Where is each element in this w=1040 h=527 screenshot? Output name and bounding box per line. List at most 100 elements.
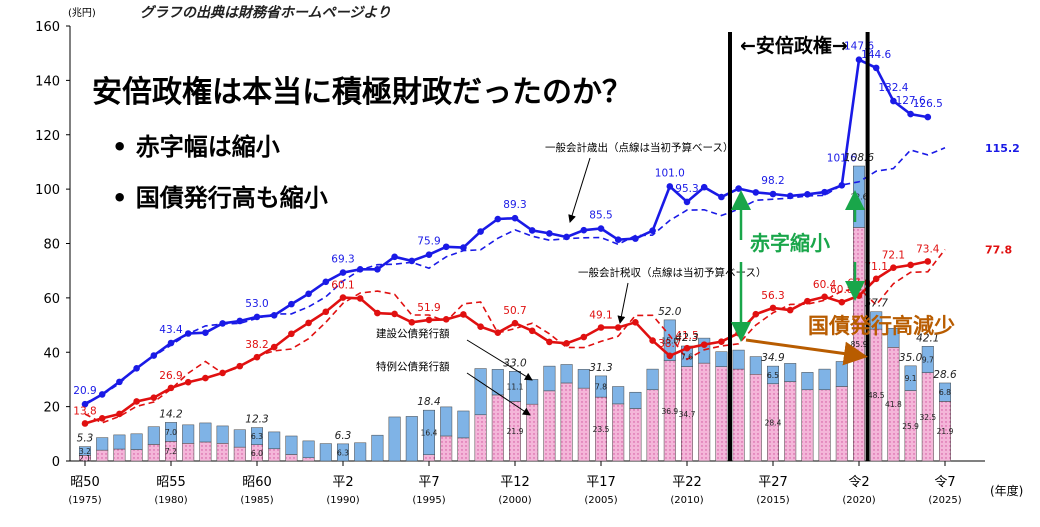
data-labels: 20.9 43.4 53.0 69.3 75.9 89.3 85.5 101.0 95.3 98.… xyxy=(73,41,1019,463)
construction-bond-bar xyxy=(835,361,848,387)
bond-total-label: 57.7 xyxy=(865,298,889,310)
special-bond-bar xyxy=(302,457,315,462)
bullet-bonds: • 国債発行高も縮小 xyxy=(112,184,328,212)
special-bond-bar xyxy=(749,374,762,462)
revenue-value-label: 73.4 xyxy=(916,243,940,255)
x-tick-sublabel: (1990) xyxy=(326,495,359,506)
construction-bond-bar xyxy=(251,427,263,445)
line-point xyxy=(890,264,897,271)
line-point xyxy=(752,189,760,196)
construction-bond-bar xyxy=(577,369,590,389)
expenditure-value-label: 98.2 xyxy=(761,175,784,187)
construction-note-arrow xyxy=(466,339,533,381)
line-point xyxy=(202,374,209,382)
construction-bond-value: 7.8 xyxy=(595,383,607,392)
line-point xyxy=(769,304,777,312)
line-point xyxy=(907,261,914,269)
construction-bond-bar xyxy=(904,365,917,391)
construction-bond-bar xyxy=(79,446,91,456)
line-point xyxy=(786,306,794,314)
special-bond-bar xyxy=(629,408,642,462)
special-bond-bar xyxy=(801,389,814,462)
y-tick-label: 120 xyxy=(35,129,60,144)
line-point xyxy=(804,297,811,305)
line-point xyxy=(460,244,467,251)
x-tick-sublabel: (1975) xyxy=(68,495,101,506)
line-point xyxy=(391,310,398,318)
line-point xyxy=(98,415,106,422)
special-bond-bar xyxy=(233,446,246,462)
construction-bond-bar xyxy=(216,425,229,444)
construction-bond-bar xyxy=(612,386,625,405)
x-unit-label: (年度) xyxy=(990,483,1023,498)
construction-bond-bar xyxy=(543,365,556,392)
expenditure-value-label: 75.9 xyxy=(417,236,440,248)
construction-bond-bar xyxy=(474,368,487,416)
line-point xyxy=(270,343,278,351)
revenue-value-label: 38.7 xyxy=(658,338,681,350)
bond-total-label: 6.3 xyxy=(335,430,352,442)
special-bond-bar xyxy=(182,443,195,462)
special-bond-bar xyxy=(130,449,143,462)
special-bond-value: 48.5 xyxy=(868,391,885,400)
bond-total-label: 34.9 xyxy=(761,352,785,364)
revenue-value-label: 51.9 xyxy=(417,302,440,314)
line-point xyxy=(425,316,433,324)
line-point xyxy=(288,300,295,308)
line-point xyxy=(288,330,295,338)
construction-bond-bar xyxy=(199,422,212,443)
special-bond-value: 25.9 xyxy=(902,422,919,431)
special-bond-bar xyxy=(199,441,212,462)
construction-bond-bar xyxy=(629,391,642,409)
expenditure-end-label: 115.2 xyxy=(985,142,1020,155)
construction-bond-bar xyxy=(233,429,246,448)
x-tick-sublabel: (1985) xyxy=(240,495,273,506)
line-point xyxy=(546,338,553,346)
abe-period-label: ←安倍政権→ xyxy=(740,34,848,57)
special-bond-value: 7.2 xyxy=(165,447,177,456)
construction-bond-bar xyxy=(663,319,676,361)
construction-bond-bar xyxy=(405,416,418,462)
construction-bond-bar xyxy=(767,365,779,385)
special-bond-value: 36.9 xyxy=(661,407,678,416)
construction-bond-bar xyxy=(818,368,831,391)
line-point xyxy=(184,378,192,386)
line-point xyxy=(649,337,656,344)
construction-bond-value: 6.3 xyxy=(337,448,349,457)
construction-bond-value: 11.1 xyxy=(507,382,524,391)
expenditure-value-label: 101.0 xyxy=(655,167,685,179)
x-tick-sublabel: (1980) xyxy=(154,495,187,506)
line-point xyxy=(133,398,140,405)
line-point xyxy=(924,258,932,265)
bond-total-label: 28.6 xyxy=(933,369,957,381)
line-point xyxy=(563,339,570,347)
special-bond-bar xyxy=(698,362,711,462)
special-bond-bar xyxy=(835,386,848,462)
special-bond-value: 21.9 xyxy=(507,427,524,436)
revenue-value-label: 38.2 xyxy=(245,339,268,351)
line-point xyxy=(735,185,742,192)
construction-bond-bar xyxy=(560,364,573,384)
revenue-value-label: 26.9 xyxy=(159,370,182,382)
bond-total-label: 14.2 xyxy=(159,408,183,420)
y-tick-label: 160 xyxy=(35,20,60,35)
special-bond-bar xyxy=(646,389,659,462)
y-tick-label: 60 xyxy=(43,292,60,307)
line-point xyxy=(907,110,914,118)
y-ticks: 0 20 40 60 80 100 120 140 160 xyxy=(35,20,70,470)
special-bond-value: 21.9 xyxy=(937,427,954,436)
revenue-value-label: 41.5 xyxy=(675,330,698,342)
construction-note: 建設公債発行額 xyxy=(376,327,450,340)
bond-decrease-label: 国債発行高減少 xyxy=(808,314,955,338)
special-bond-bar xyxy=(285,454,298,462)
line-point xyxy=(546,230,553,237)
line-point xyxy=(872,64,880,72)
special-bond-bar xyxy=(715,366,728,462)
revenue-value-label: 50.7 xyxy=(503,305,526,317)
line-point xyxy=(718,193,725,201)
x-tick-label: 令2 xyxy=(848,475,869,490)
line-point xyxy=(821,188,828,196)
special-bond-bar xyxy=(440,435,453,462)
line-point xyxy=(769,190,777,198)
construction-bond-bar xyxy=(646,368,659,391)
